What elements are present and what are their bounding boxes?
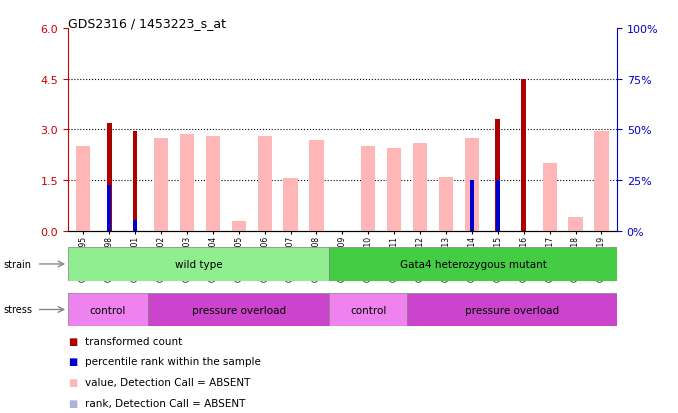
- Bar: [413, 224, 427, 231]
- Bar: [283, 224, 298, 231]
- Bar: [258, 137, 272, 231]
- Bar: [387, 225, 401, 231]
- Bar: [470, 180, 474, 231]
- Bar: [205, 137, 220, 231]
- Bar: [180, 189, 194, 231]
- Bar: [465, 138, 479, 231]
- Bar: [205, 225, 220, 231]
- Bar: [595, 132, 609, 231]
- Bar: [76, 147, 90, 231]
- Bar: [154, 224, 168, 231]
- Bar: [330, 293, 407, 326]
- Bar: [521, 79, 526, 231]
- Bar: [496, 180, 500, 231]
- Bar: [68, 248, 330, 281]
- Bar: [407, 293, 617, 326]
- Text: value, Detection Call = ABSENT: value, Detection Call = ABSENT: [85, 377, 250, 387]
- Bar: [465, 225, 479, 231]
- Bar: [258, 225, 272, 231]
- Bar: [542, 227, 557, 231]
- Bar: [134, 221, 137, 231]
- Bar: [568, 218, 582, 231]
- Text: wild type: wild type: [175, 259, 222, 269]
- Bar: [542, 164, 557, 231]
- Bar: [180, 135, 194, 231]
- Bar: [309, 225, 323, 231]
- Bar: [439, 177, 453, 231]
- Bar: [133, 132, 138, 231]
- Text: percentile rank within the sample: percentile rank within the sample: [85, 356, 260, 366]
- Bar: [361, 147, 376, 231]
- Bar: [68, 293, 148, 326]
- Bar: [496, 120, 500, 231]
- Text: ■: ■: [68, 377, 77, 387]
- Text: stress: stress: [3, 305, 33, 315]
- Bar: [148, 293, 330, 326]
- Text: Gata4 heterozygous mutant: Gata4 heterozygous mutant: [400, 259, 546, 269]
- Bar: [154, 138, 168, 231]
- Text: ■: ■: [68, 398, 77, 408]
- Text: pressure overload: pressure overload: [465, 305, 559, 315]
- Bar: [330, 248, 617, 281]
- Text: ■: ■: [68, 356, 77, 366]
- Text: GDS2316 / 1453223_s_at: GDS2316 / 1453223_s_at: [68, 17, 226, 29]
- Bar: [568, 227, 582, 231]
- Bar: [76, 227, 90, 231]
- Bar: [232, 221, 246, 231]
- Text: ■: ■: [68, 336, 77, 346]
- Text: rank, Detection Call = ABSENT: rank, Detection Call = ABSENT: [85, 398, 245, 408]
- Text: strain: strain: [3, 259, 31, 269]
- Bar: [232, 225, 246, 231]
- Bar: [595, 224, 609, 231]
- Bar: [309, 140, 323, 231]
- Bar: [361, 226, 376, 231]
- Text: control: control: [350, 305, 386, 315]
- Text: transformed count: transformed count: [85, 336, 182, 346]
- Bar: [107, 186, 111, 231]
- Bar: [107, 123, 112, 231]
- Bar: [283, 179, 298, 231]
- Bar: [439, 227, 453, 231]
- Bar: [413, 144, 427, 231]
- Text: pressure overload: pressure overload: [192, 305, 286, 315]
- Bar: [387, 149, 401, 231]
- Text: control: control: [89, 305, 126, 315]
